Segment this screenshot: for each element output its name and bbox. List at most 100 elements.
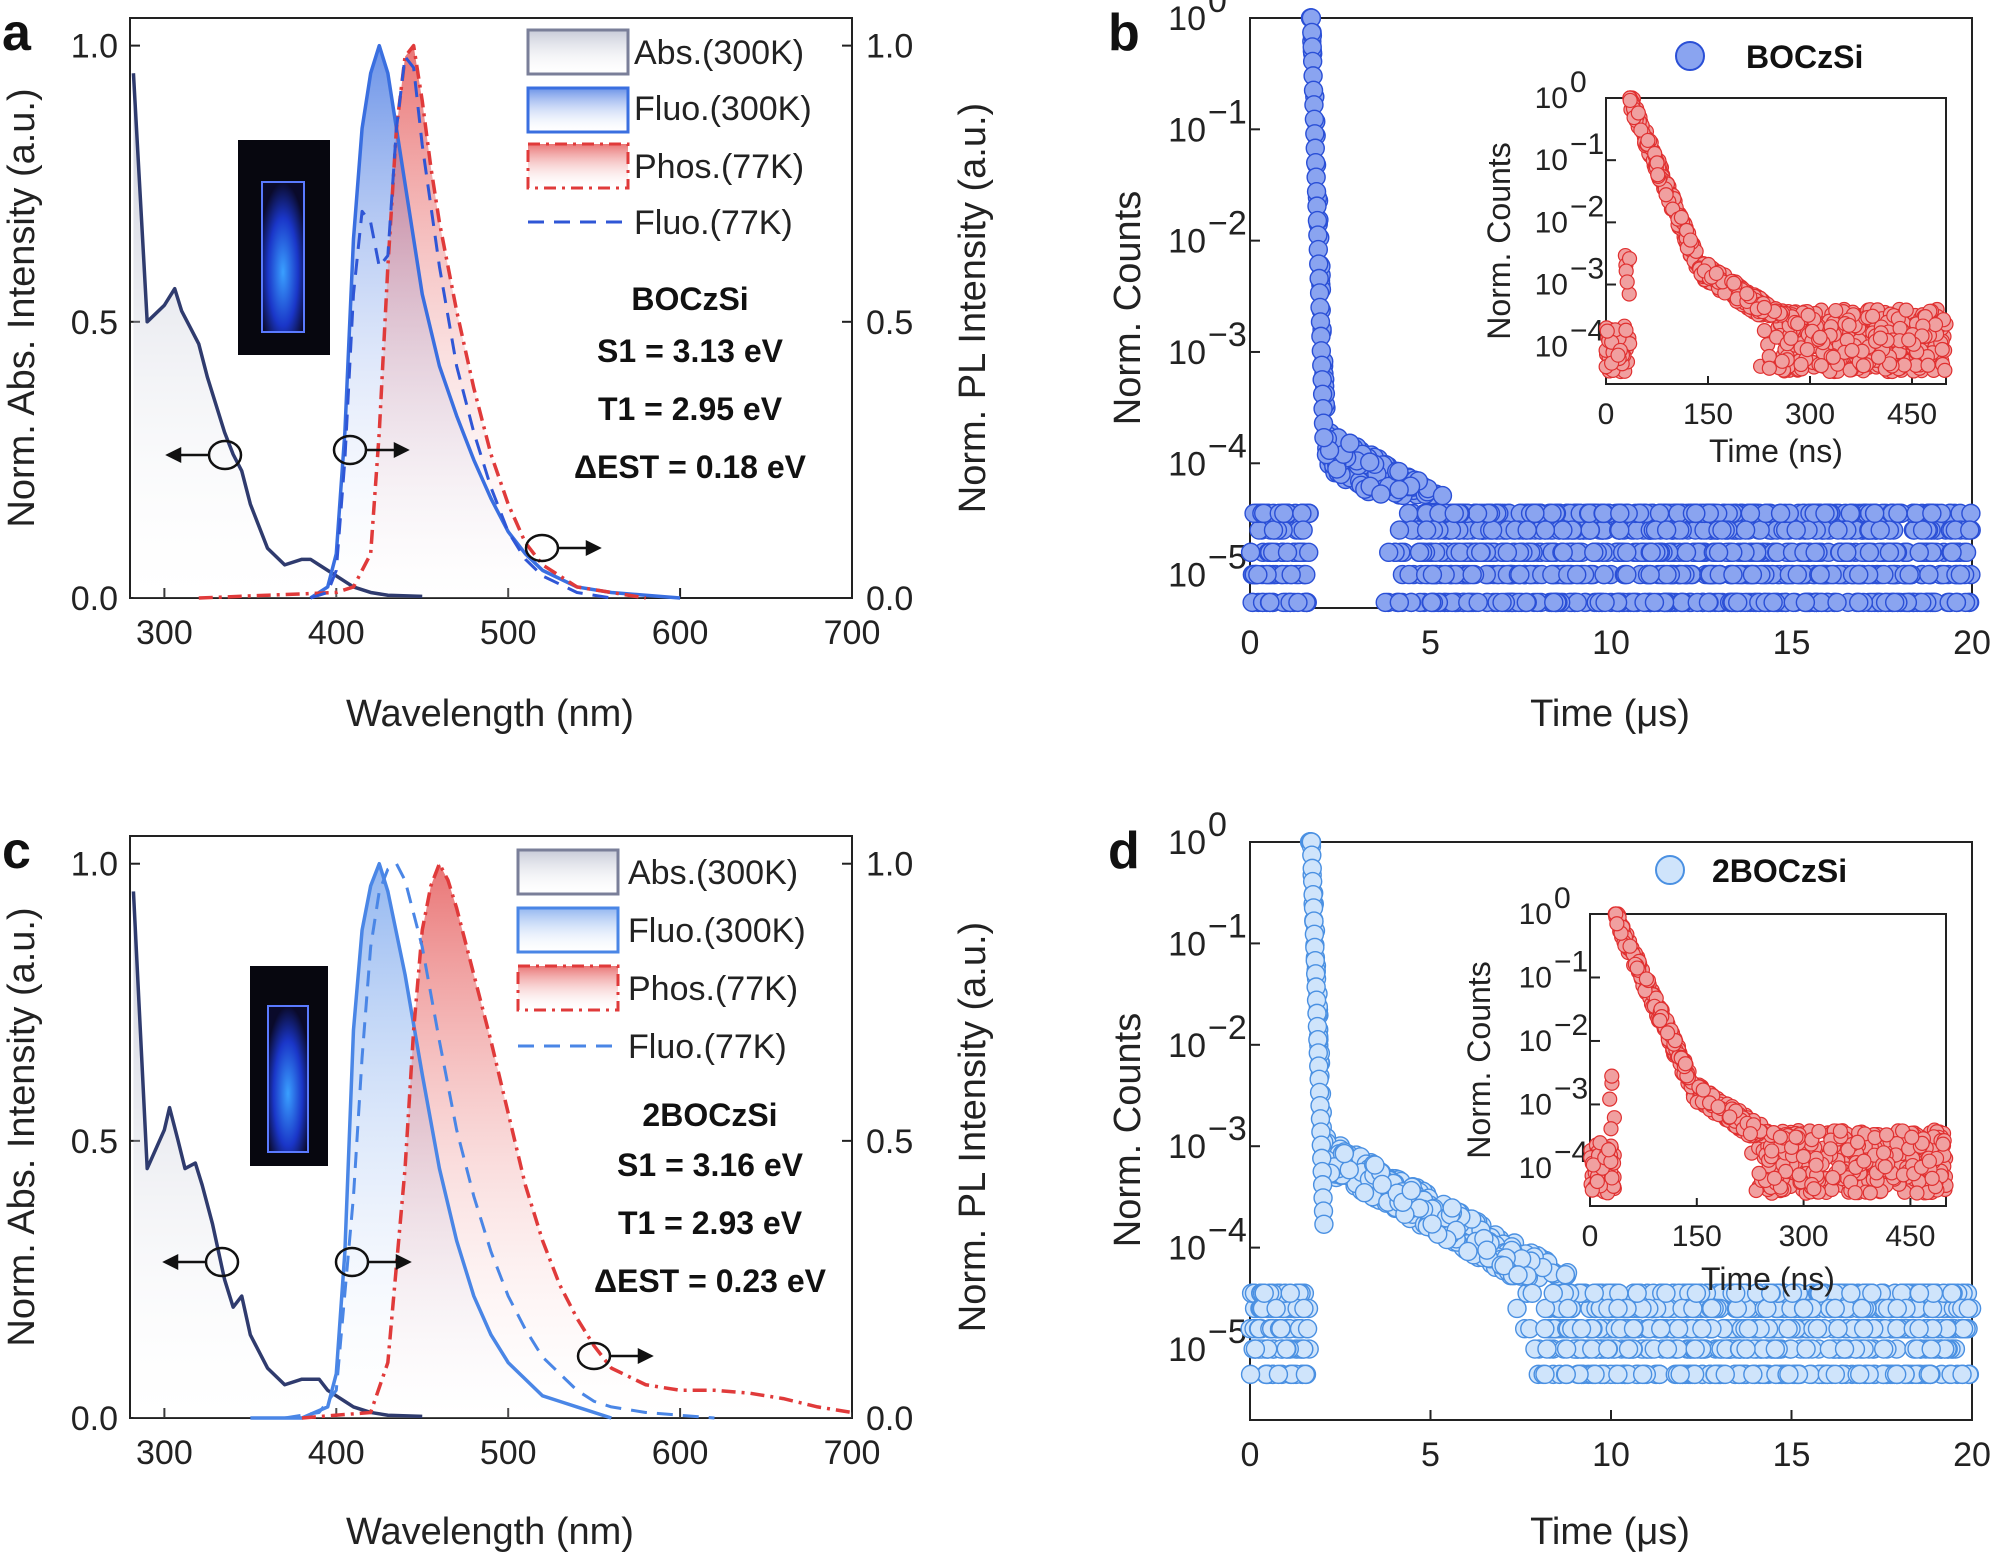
data-point [1723,564,1743,585]
inset-x-tick-label: 450 [1885,1220,1935,1253]
inset-point [1589,1173,1605,1190]
x-tick-label: 20 [1953,624,1991,662]
panel-letter-a: a [2,4,32,62]
inset-point [1622,92,1638,109]
data-point [1849,592,1869,613]
inset-point [1793,356,1809,373]
data-point [1379,542,1399,563]
y-tick-label: 10 [1519,1152,1552,1185]
inset-y-label-b: Norm. Counts [1481,142,1517,339]
inset-point [1864,308,1881,324]
y-tick-exponent: −3 [1208,316,1247,354]
data-point [1958,1298,1979,1319]
inset-point [1726,275,1742,291]
data-point [1879,542,1900,563]
inset-point [1872,330,1889,346]
x-tick-label: 10 [1592,624,1630,662]
data-point [1492,592,1512,613]
data-point [1686,503,1706,524]
data-point [1293,520,1313,540]
data-point [1274,503,1294,524]
data-point [1399,564,1419,585]
s1-label-a: S1 = 3.13 eV [597,333,784,369]
data-point [1245,1339,1266,1359]
data-point [1567,592,1587,613]
legend-label-abs-c: Abs.(300K) [628,854,798,892]
y-tick-exponent: 0 [1208,0,1227,20]
data-point [1837,542,1857,563]
y-tick-label-left: 0.0 [71,580,118,618]
inset-point [1756,323,1773,339]
y-tick-label: 10 [1168,0,1206,38]
data-point [1685,1339,1705,1359]
x-tick-label: 400 [308,614,365,652]
data-point [1864,503,1885,524]
inset-x-tick-label: 0 [1598,398,1615,431]
x-tick-label: 5 [1421,1436,1440,1474]
inset-point [1658,187,1674,203]
data-point [1692,1319,1712,1339]
data-point [1743,1364,1763,1385]
y-tick-exponent: −4 [1208,427,1247,465]
data-point [1950,564,1971,585]
inset-point [1920,357,1936,373]
data-point [1281,564,1301,585]
data-point [1389,479,1409,500]
y-tick-exponent: −1 [1570,128,1604,161]
peak-point [1314,427,1334,448]
x-tick-label: 700 [824,1434,881,1472]
series-line-0 [131,73,423,599]
data-point [1641,542,1661,563]
data-point [1738,1319,1759,1339]
y-tick-label: 10 [1519,961,1552,994]
series-line-1 [309,43,681,600]
data-point [1389,461,1409,482]
panel-letter-c: c [2,822,31,880]
inset-point [1610,347,1626,363]
data-point [1594,564,1614,585]
data-point [1240,542,1261,563]
data-point [1254,1283,1274,1303]
data-point [1584,542,1604,563]
data-point [1444,503,1464,524]
data-point [1608,1298,1628,1319]
y-axis-label-right-c: Norm. PL Intensity (a.u.) [952,922,994,1332]
t1-label-c: T1 = 2.93 eV [618,1205,803,1241]
inset-x-tick-label: 300 [1779,1220,1829,1253]
data-point [1240,1364,1261,1385]
data-point [1736,1339,1756,1359]
inset-point [1761,360,1777,376]
data-point [1553,520,1573,540]
inset-point [1599,323,1615,339]
series-line-3 [310,55,612,600]
legend-label-fluo300-a: Fluo.(300K) [634,90,812,128]
data-point [1372,1174,1392,1195]
data-point [1542,503,1562,524]
data-point [1841,1283,1861,1303]
data-point [1708,542,1729,563]
x-tick-label: 15 [1773,624,1811,662]
y-tick-label: 10 [1168,445,1206,483]
data-point [1656,1283,1676,1303]
data-point [1339,1160,1359,1180]
data-point [1470,542,1491,563]
x-tick-label: 400 [308,1434,365,1472]
data-point [1953,1319,1974,1339]
energy-annotation-c: 2BOCzSi S1 = 3.16 eV T1 = 2.93 eV ΔEST =… [594,1097,827,1299]
data-point [1458,1241,1478,1262]
x-tick-label: 300 [136,614,193,652]
data-point [1510,564,1530,585]
series-line-2 [198,43,646,600]
inset-point [1808,1157,1824,1173]
data-point [1582,1339,1602,1359]
data-point [1295,1364,1316,1385]
x-axis-label-a: Wavelength (nm) [346,693,634,735]
y-tick-label: 10 [1519,898,1552,931]
inset-point [1841,317,1857,333]
data-point [1922,503,1942,524]
data-point [1779,1364,1799,1385]
data-point [1297,1319,1318,1339]
y-tick-exponent: −5 [1208,539,1247,577]
x-tick-label: 0 [1241,1436,1260,1474]
